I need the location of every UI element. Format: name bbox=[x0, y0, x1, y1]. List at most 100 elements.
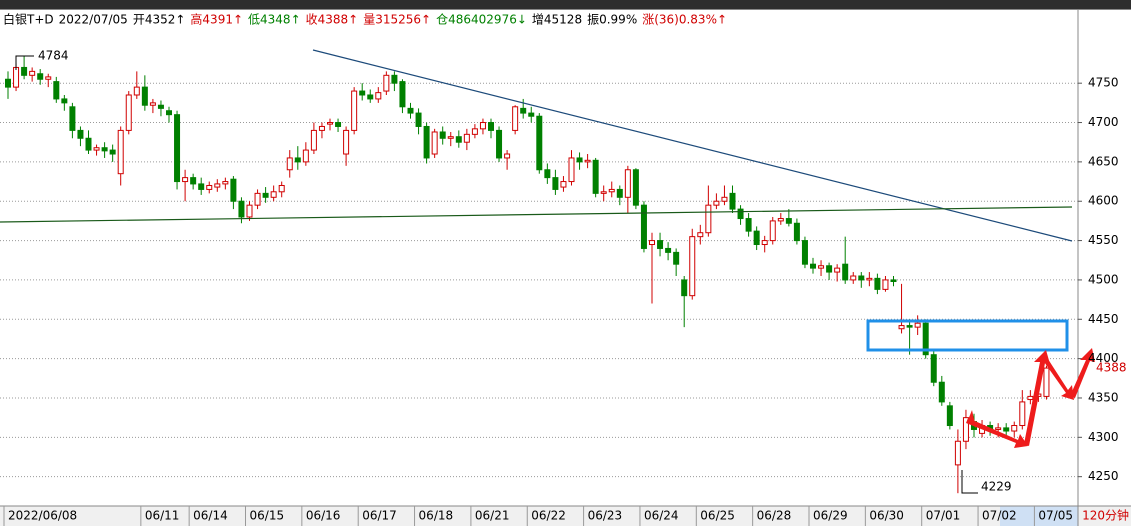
candle-body bbox=[359, 90, 366, 96]
candle-body bbox=[53, 81, 60, 100]
candle-body bbox=[858, 275, 865, 281]
candle-body bbox=[69, 106, 76, 131]
candle-body bbox=[930, 354, 937, 383]
candle-body bbox=[141, 86, 148, 106]
x-axis-highlight bbox=[1000, 506, 1078, 526]
arrow bbox=[1024, 350, 1050, 446]
x-tick-label: 06/18 bbox=[419, 509, 454, 523]
candle-body bbox=[327, 122, 333, 125]
candle-body bbox=[761, 240, 768, 246]
candle-body bbox=[874, 277, 881, 290]
x-tick-label: 06/14 bbox=[193, 509, 228, 523]
x-tick-label: 2022/06/08 bbox=[8, 509, 77, 523]
x-tick-label: 06/16 bbox=[306, 509, 341, 523]
candle-body bbox=[246, 204, 253, 218]
candle-body bbox=[793, 222, 800, 242]
candle-body bbox=[190, 177, 197, 185]
candle-body bbox=[166, 110, 172, 116]
x-tick-label: 06/15 bbox=[250, 509, 285, 523]
candle-body bbox=[834, 267, 841, 273]
candle-body bbox=[568, 157, 575, 183]
candle-body bbox=[584, 159, 591, 163]
candle-body bbox=[1011, 425, 1018, 432]
candle-body bbox=[214, 183, 221, 188]
candle-body bbox=[286, 157, 293, 171]
y-tick-label: 4750 bbox=[1088, 76, 1119, 90]
candle-body bbox=[713, 200, 720, 206]
candle-body bbox=[488, 122, 494, 131]
candle-body bbox=[174, 114, 181, 183]
candle-body bbox=[632, 169, 639, 206]
header-item: 收4388↑ bbox=[306, 13, 359, 27]
candle-body bbox=[351, 90, 358, 131]
candle-body bbox=[657, 240, 664, 249]
x-tick-label: 06/28 bbox=[757, 509, 792, 523]
candle-body bbox=[769, 220, 776, 242]
y-tick-label: 4500 bbox=[1088, 272, 1119, 286]
candle-body bbox=[367, 94, 374, 100]
candle-body bbox=[818, 265, 825, 269]
annotation: 4229 bbox=[981, 480, 1012, 494]
candle-body bbox=[616, 188, 623, 198]
support-line bbox=[0, 206, 1073, 223]
x-tick-label: 07/05 bbox=[1038, 509, 1073, 523]
y-tick-label: 4250 bbox=[1088, 469, 1119, 483]
candle-body bbox=[278, 184, 285, 193]
header-item: 白银T+D bbox=[3, 12, 54, 27]
x-tick-label: 06/22 bbox=[531, 509, 566, 523]
candle-body bbox=[21, 66, 28, 76]
candle-body bbox=[882, 279, 889, 290]
candle-body bbox=[77, 129, 84, 139]
x-tick-label: 06/30 bbox=[869, 509, 904, 523]
x-tick-label: 06/17 bbox=[362, 509, 397, 523]
arrow-tail bbox=[968, 410, 976, 428]
candle-body bbox=[270, 191, 277, 198]
candle-body bbox=[536, 115, 543, 171]
header-item: 增45128 bbox=[532, 13, 582, 27]
candle-body bbox=[1019, 401, 1026, 427]
candle-body bbox=[13, 66, 20, 88]
candle-body bbox=[302, 149, 309, 163]
candle-body bbox=[745, 218, 752, 232]
x-tick-label: 07/02 bbox=[982, 509, 1017, 523]
candle-body bbox=[222, 181, 229, 185]
candle-body bbox=[946, 405, 953, 427]
candle-body bbox=[681, 279, 688, 297]
header-item: 开4352↑ bbox=[133, 13, 186, 27]
candle-body bbox=[600, 191, 607, 194]
y-tick-label: 4650 bbox=[1088, 154, 1119, 168]
candle-body bbox=[705, 204, 712, 234]
candle-body bbox=[528, 112, 535, 117]
candle-body bbox=[801, 240, 808, 265]
candle-body bbox=[399, 81, 406, 108]
candle-body bbox=[455, 136, 462, 143]
annotation: 4784 bbox=[38, 49, 69, 63]
header-item: 量315256↑ bbox=[363, 13, 431, 27]
x-tick-label: 06/25 bbox=[700, 509, 735, 523]
y-tick-label: 4600 bbox=[1088, 194, 1119, 208]
candle-body bbox=[447, 136, 454, 139]
candle-body bbox=[198, 183, 205, 190]
candle-body bbox=[149, 102, 156, 106]
annotation-leader bbox=[15, 55, 34, 70]
candle-body bbox=[5, 78, 11, 88]
candle-body bbox=[230, 178, 237, 202]
candle-body bbox=[721, 196, 728, 202]
candle-body bbox=[101, 147, 108, 152]
annotation-leader bbox=[961, 470, 978, 494]
candle-body bbox=[785, 218, 792, 224]
candle-body bbox=[729, 192, 736, 210]
grid bbox=[0, 82, 1082, 478]
candle-body bbox=[61, 98, 68, 104]
y-tick-label: 4400 bbox=[1088, 351, 1119, 365]
candle-body bbox=[431, 131, 438, 155]
arrow bbox=[1070, 348, 1095, 398]
candle-body bbox=[850, 275, 857, 281]
candle-body bbox=[898, 325, 905, 330]
header-item: 振0.99% bbox=[587, 13, 637, 27]
candle-body bbox=[697, 232, 704, 238]
candle-body bbox=[504, 153, 511, 159]
candle-body bbox=[157, 104, 164, 109]
candle-body bbox=[343, 129, 350, 155]
candle-body bbox=[552, 177, 559, 190]
